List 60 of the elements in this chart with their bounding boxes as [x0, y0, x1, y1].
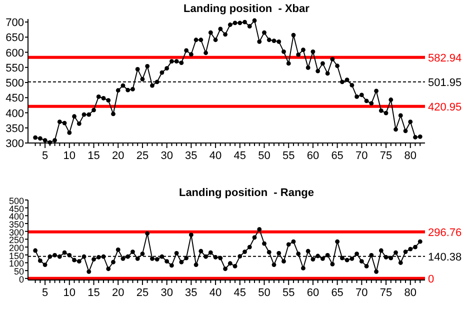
x-tick-label: 40 — [209, 150, 222, 162]
y-tick-label: 500 — [6, 78, 24, 90]
x-tick-label: 30 — [160, 150, 173, 162]
x-tick-label: 45 — [234, 150, 246, 162]
x-tick-label: 35 — [185, 150, 198, 162]
x-tick-label: 50 — [258, 150, 270, 162]
x-tick-label: 70 — [356, 287, 368, 299]
chart-title: Landing position - Xbar — [184, 3, 310, 15]
x-tick-label: 55 — [282, 150, 295, 162]
ref-line-label: 501.95 — [428, 76, 462, 89]
x-tick-label: 65 — [331, 150, 344, 162]
ref-line-label: 0 — [428, 273, 434, 286]
y-tick-label: 300 — [8, 227, 24, 238]
y-tick-label: 300 — [6, 138, 24, 150]
x-tick-label: 25 — [136, 150, 149, 162]
x-tick-label: 40 — [209, 287, 222, 299]
y-tick-label: 650 — [6, 32, 24, 44]
x-tick-label: 20 — [112, 150, 124, 162]
y-tick-label: 0 — [18, 274, 24, 284]
x-tick-label: 5 — [42, 287, 48, 299]
x-tick-label: 45 — [234, 287, 246, 299]
y-tick-label: 500 — [8, 196, 24, 206]
y-tick-label: 250 — [8, 235, 24, 246]
y-tick-label: 450 — [6, 92, 24, 105]
y-tick-label: 700 — [6, 17, 24, 30]
ref-line-label: 582.94 — [428, 52, 462, 64]
y-tick-label: 150 — [8, 250, 24, 261]
x-tick-label: 10 — [63, 150, 76, 162]
y-tick-label: 400 — [8, 212, 24, 222]
x-tick-label: 10 — [63, 287, 76, 299]
x-tick-label: 35 — [185, 287, 198, 299]
y-tick-label: 450 — [8, 204, 24, 214]
y-tick-label: 400 — [6, 108, 24, 120]
x-tick-label: 55 — [282, 287, 295, 299]
x-tick-label: 15 — [88, 150, 100, 162]
y-tick-label: 100 — [8, 258, 24, 269]
x-tick-label: 75 — [380, 150, 392, 162]
x-tick-label: 80 — [404, 287, 417, 299]
x-tick-label: 15 — [88, 287, 100, 299]
x-tick-label: 25 — [136, 287, 149, 299]
y-tick-label: 550 — [6, 62, 24, 74]
y-tick-label: 350 — [6, 122, 24, 135]
y-tick-label: 350 — [8, 220, 24, 230]
x-tick-label: 50 — [258, 287, 270, 299]
x-tick-label: 20 — [112, 287, 124, 299]
y-tick-label: 50 — [14, 266, 24, 277]
x-tick-label: 75 — [380, 287, 392, 299]
x-tick-label: 65 — [331, 287, 344, 299]
ref-line-label: 296.76 — [428, 226, 462, 239]
ref-line-label: 420.95 — [428, 101, 462, 114]
x-tick-label: 30 — [160, 287, 173, 299]
chart-title: Landing position - Range — [178, 187, 314, 199]
x-tick-label: 60 — [306, 287, 320, 299]
ref-line-label: 140.38 — [428, 251, 462, 264]
y-tick-label: 600 — [6, 47, 24, 60]
x-tick-label: 70 — [356, 150, 368, 162]
x-tick-label: 5 — [42, 150, 48, 162]
y-tick-label: 200 — [8, 243, 24, 254]
x-tick-label: 80 — [404, 150, 417, 162]
x-tick-label: 60 — [306, 150, 320, 162]
